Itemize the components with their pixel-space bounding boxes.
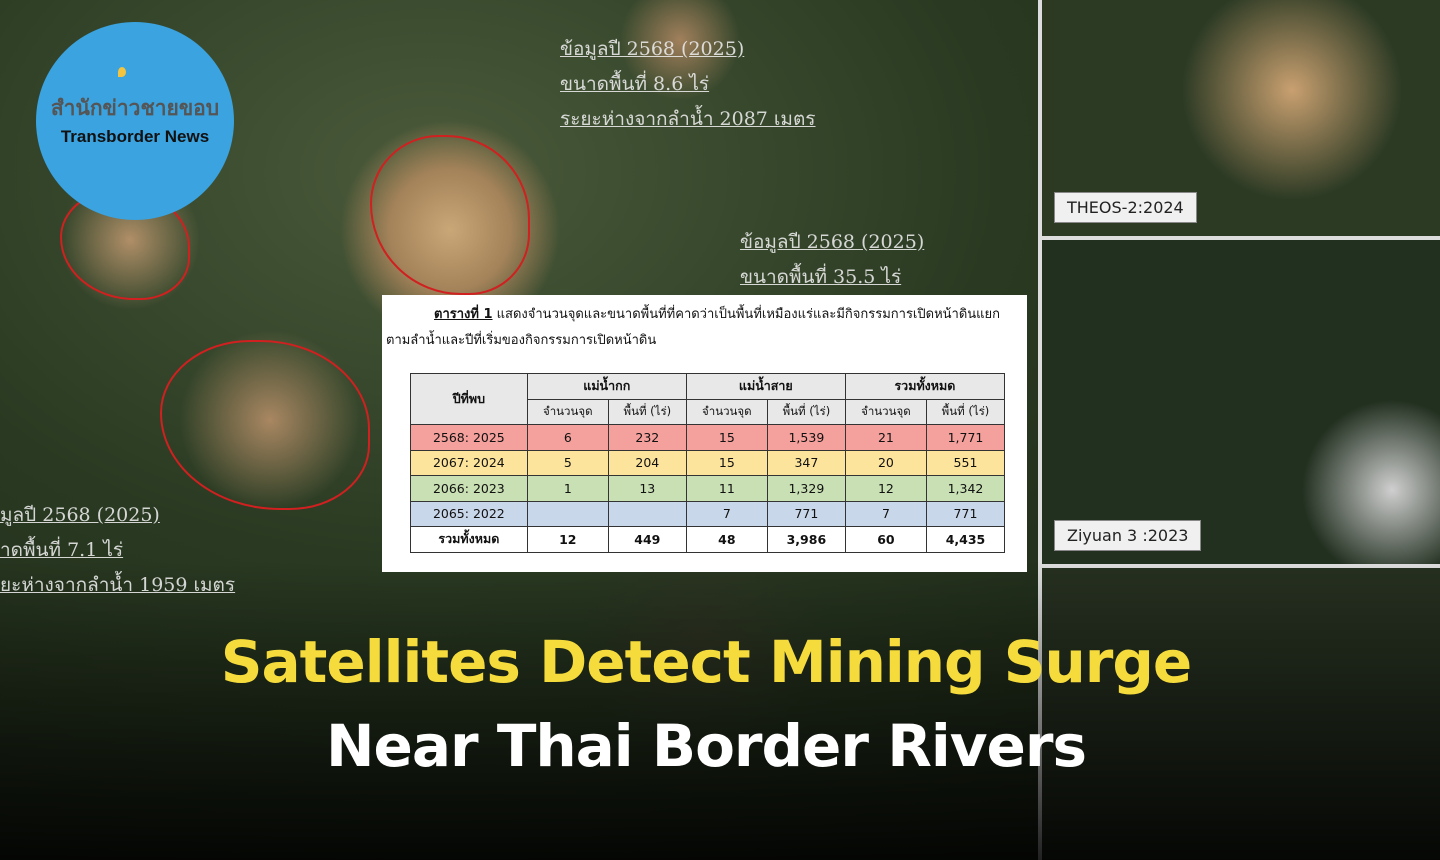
- value-cell: 13: [607, 475, 687, 502]
- value-cell: 1,771: [925, 424, 1006, 451]
- value-cell: 60: [844, 526, 927, 553]
- value-cell: 551: [925, 449, 1006, 476]
- caption-line: แสดงจำนวนจุดและขนาดพื้นที่ที่คาดว่าเป็นพ…: [496, 307, 1001, 322]
- location-pin-icon: [118, 67, 126, 77]
- label-line: ยะห่างจากลำน้ำ 1959 เมตร: [0, 574, 236, 596]
- label-line: ขนาดพื้นที่ 8.6 ไร่: [560, 73, 710, 95]
- value-cell: [607, 500, 687, 527]
- header-group: แม่น้ำกก: [526, 373, 687, 400]
- sub-header: จำนวนจุด: [526, 398, 609, 425]
- sub-header: จำนวนจุด: [685, 398, 768, 425]
- mine-outline: [160, 340, 370, 510]
- map-label: ข้อมูลปี 2568 (2025) ขนาดพื้นที่ 35.5 ไร…: [740, 225, 924, 295]
- sub-header: พื้นที่ (ไร่): [607, 398, 687, 425]
- value-cell: 771: [766, 500, 846, 527]
- table-row: รวมทั้งหมด 12 449 48 3,986 60 4,435: [410, 526, 1006, 553]
- transborder-news-logo: สำนักข่าวชายขอบ Transborder News: [36, 22, 234, 220]
- year-cell: 2568: 2025: [410, 424, 528, 451]
- value-cell: 7: [685, 500, 768, 527]
- header-group: แม่น้ำสาย: [685, 373, 846, 400]
- logo-english-text: Transborder News: [60, 127, 210, 146]
- value-cell: 20: [844, 449, 927, 476]
- sub-header: พื้นที่ (ไร่): [766, 398, 846, 425]
- value-cell: 48: [685, 526, 768, 553]
- panel-label: Ziyuan 3 :2023: [1054, 520, 1202, 551]
- satellite-panel-ziyuan: Ziyuan 3 :2023: [1038, 236, 1440, 568]
- value-cell: 1,329: [766, 475, 846, 502]
- mining-table: ปีที่พบ แม่น้ำกก แม่น้ำสาย รวมทั้งหมด จำ…: [410, 373, 1006, 553]
- value-cell: 7: [844, 500, 927, 527]
- caption-line: ตามลำน้ำและปีที่เริ่มของกิจกรรมการเปิดหน…: [386, 333, 657, 348]
- value-cell: 3,986: [766, 526, 846, 553]
- data-table-document: ตารางที่ 1 แสดงจำนวนจุดและขนาดพื้นที่ที่…: [382, 295, 1027, 572]
- label-line: ข้อมูลปี 2568 (2025): [740, 231, 925, 253]
- table-row: 2568: 2025 6 232 15 1,539 21 1,771: [410, 424, 1006, 451]
- value-cell: 771: [925, 500, 1006, 527]
- headline-line-1: Satellites Detect Mining Surge: [220, 628, 1193, 696]
- table-row: 2066: 2023 1 13 11 1,329 12 1,342: [410, 475, 1006, 502]
- logo-thai-text: สำนักข่าวชายขอบ: [50, 96, 220, 120]
- value-cell: 12: [526, 526, 609, 553]
- value-cell: [526, 500, 609, 527]
- value-cell: 1,539: [766, 424, 846, 451]
- table-caption: ตารางที่ 1 แสดงจำนวนจุดและขนาดพื้นที่ที่…: [382, 295, 1027, 354]
- satellite-panel-theos: THEOS-2:2024: [1038, 0, 1440, 236]
- value-cell: 21: [844, 424, 927, 451]
- value-cell: 12: [844, 475, 927, 502]
- label-line: ขนาดพื้นที่ 35.5 ไร่: [740, 266, 902, 288]
- year-cell: 2067: 2024: [410, 449, 528, 476]
- value-cell: 5: [526, 449, 609, 476]
- year-cell: 2065: 2022: [410, 500, 528, 527]
- header-group: รวมทั้งหมด: [844, 373, 1006, 400]
- value-cell: 6: [526, 424, 609, 451]
- value-cell: 204: [607, 449, 687, 476]
- value-cell: 449: [607, 526, 687, 553]
- value-cell: 11: [685, 475, 768, 502]
- bottom-shade: [0, 560, 1440, 860]
- mine-outline: [370, 135, 530, 295]
- headline-line-2: Near Thai Border Rivers: [326, 712, 1087, 780]
- map-label: ข้อมูลปี 2568 (2025) ขนาดพื้นที่ 8.6 ไร่…: [560, 32, 816, 137]
- label-line: มูลปี 2568 (2025): [0, 504, 160, 526]
- header-year: ปีที่พบ: [410, 373, 528, 425]
- sub-header: พื้นที่ (ไร่): [925, 398, 1006, 425]
- value-cell: 15: [685, 424, 768, 451]
- year-cell: 2066: 2023: [410, 475, 528, 502]
- value-cell: 15: [685, 449, 768, 476]
- value-cell: 1,342: [925, 475, 1006, 502]
- label-line: ข้อมูลปี 2568 (2025): [560, 38, 745, 60]
- caption-title: ตารางที่ 1: [434, 307, 493, 322]
- value-cell: 232: [607, 424, 687, 451]
- label-line: าดพื้นที่ 7.1 ไร่: [0, 539, 124, 561]
- value-cell: 347: [766, 449, 846, 476]
- table-row: 2065: 2022 7 771 7 771: [410, 500, 1006, 527]
- year-cell: รวมทั้งหมด: [410, 526, 528, 553]
- panel-label: THEOS-2:2024: [1054, 192, 1197, 223]
- value-cell: 1: [526, 475, 609, 502]
- label-line: ระยะห่างจากลำน้ำ 2087 เมตร: [560, 108, 816, 130]
- map-label: มูลปี 2568 (2025) าดพื้นที่ 7.1 ไร่ ยะห่…: [0, 498, 235, 603]
- table-row: 2067: 2024 5 204 15 347 20 551: [410, 449, 1006, 476]
- value-cell: 4,435: [925, 526, 1006, 553]
- sub-header: จำนวนจุด: [844, 398, 927, 425]
